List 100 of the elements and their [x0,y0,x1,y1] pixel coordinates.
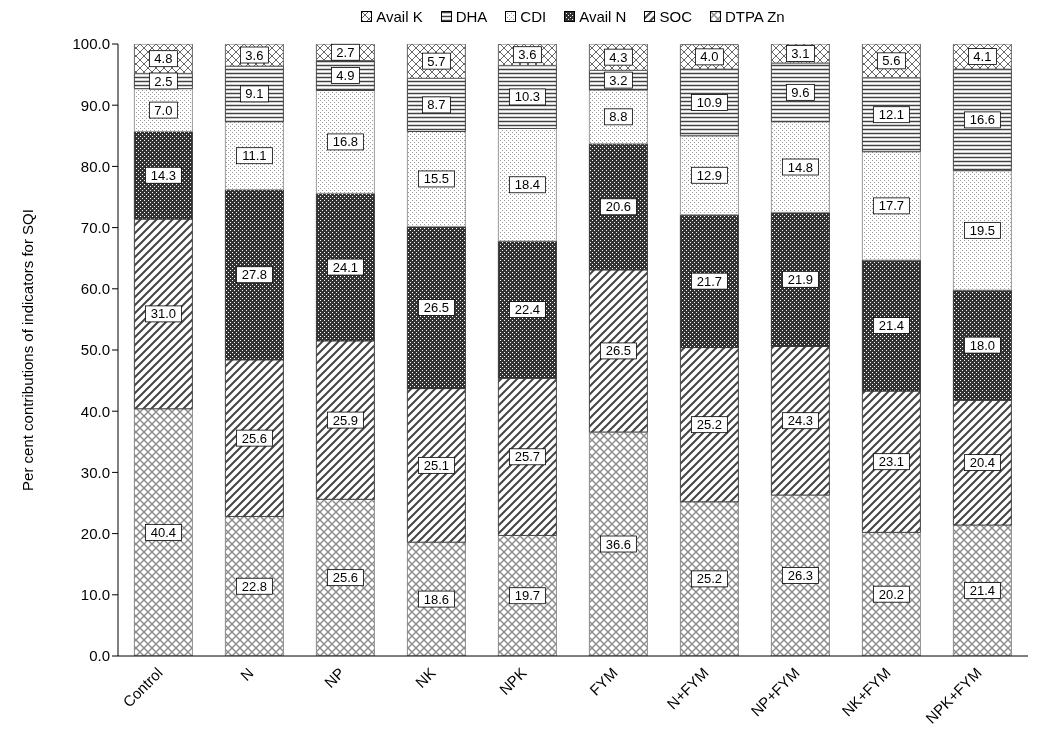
data-label: 4.8 [154,51,173,67]
data-label: 18.4 [514,177,541,193]
bar [952,68,1012,172]
data-label: 36.6 [605,536,632,552]
data-label: 4.0 [700,49,719,65]
bar [588,431,648,656]
data-label: 25.6 [332,570,359,586]
x-tick-label: NK [411,664,439,691]
legend-label: Avail K [376,8,423,25]
y-tick-label: 60.0 [80,280,110,298]
data-label: 24.1 [332,259,359,275]
y-tick-label: 10.0 [80,586,110,604]
data-label: 10.9 [696,94,723,110]
data-label: 8.8 [609,109,628,125]
data-label: 3.6 [518,47,537,63]
data-label: 21.7 [696,273,723,289]
data-label: 21.4 [878,318,905,334]
bar [315,192,375,342]
data-label: 27.8 [241,267,268,283]
bar [497,240,557,379]
data-label: 5.6 [882,53,901,69]
data-label: 26.5 [423,299,450,315]
data-label: 8.7 [427,97,446,113]
data-label: 19.7 [514,588,541,604]
data-label: 9.6 [791,84,810,100]
bar [861,151,921,261]
legend-label: Avail N [579,8,627,25]
data-label: 5.7 [427,53,446,69]
bar [861,531,921,656]
data-label: 7.0 [154,102,173,118]
data-label: 24.3 [787,413,814,429]
bar [588,269,648,433]
bar [133,218,193,410]
data-label: 4.1 [973,49,992,65]
legend-label: DTPA Zn [724,8,785,25]
legend-label: CDI [520,8,547,25]
data-label: 31.0 [150,306,177,322]
data-label: 25.2 [696,417,723,433]
data-label: 21.9 [787,271,814,287]
x-tick-label: NP [320,664,348,691]
data-label: 21.4 [969,583,996,599]
bar [952,524,1012,656]
data-label: 20.6 [605,199,632,215]
data-label: 40.4 [150,524,177,540]
data-label: 25.9 [332,412,359,428]
y-tick-label: 80.0 [80,157,110,175]
data-label: 25.1 [423,457,450,473]
data-label: 14.3 [150,167,177,183]
bar [315,498,375,656]
data-label: 12.9 [696,167,723,183]
bar [315,90,375,194]
bar [770,211,830,347]
legend-label: SOC [659,8,692,25]
bar [861,259,921,392]
x-tick-label: N [236,664,257,684]
bar [224,189,284,361]
data-label: 20.4 [969,455,996,471]
y-tick-label: 90.0 [80,96,110,114]
bar [133,408,193,656]
data-label: 17.7 [878,198,905,214]
data-label: 4.9 [336,68,355,84]
data-label: 12.1 [878,107,905,123]
data-label: 3.2 [609,72,628,88]
bar [770,345,830,496]
data-label: 16.8 [332,134,359,150]
data-label: 19.5 [969,222,996,238]
data-label: 10.3 [514,89,541,105]
y-tick-label: 50.0 [80,341,110,359]
y-tick-label: 0.0 [89,647,110,665]
y-axis-title: Per cent contributions of indicators for SQI [19,209,37,491]
bar [952,170,1012,291]
data-label: 3.6 [245,47,264,63]
bar [406,541,466,656]
data-label: 26.5 [605,343,632,359]
bar [679,214,739,349]
data-label: 2.5 [154,73,173,89]
data-label: 18.6 [423,591,450,607]
bar [679,347,739,503]
bar [952,289,1012,401]
bar [497,127,557,242]
bar [861,390,921,533]
y-tick-label: 70.0 [80,218,110,236]
bar [406,225,466,390]
y-tick-label: 30.0 [80,463,110,481]
bar [588,143,648,271]
bar [952,399,1012,526]
data-label: 4.3 [609,49,628,65]
data-label: 9.1 [245,86,264,102]
data-label: 15.5 [423,171,450,187]
data-label: 23.1 [878,454,905,470]
y-tick-label: 20.0 [80,524,110,542]
y-tick-label: 40.0 [80,402,110,420]
legend-label: DHA [455,8,488,25]
data-label: 22.8 [241,578,268,594]
bar [315,340,375,500]
data-label: 18.0 [969,337,996,353]
data-label: 25.2 [696,571,723,587]
data-label: 14.8 [787,159,814,175]
data-label: 25.7 [514,449,541,465]
bar [497,534,557,656]
